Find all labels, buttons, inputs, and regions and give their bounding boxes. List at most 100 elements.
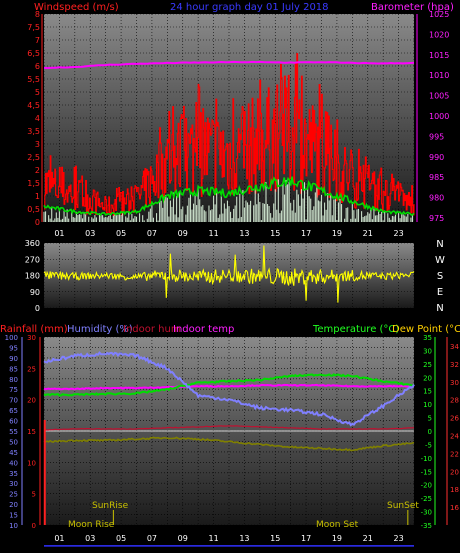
rainfall-tick: 30 xyxy=(27,334,36,342)
hour-tick-label: 09 xyxy=(178,229,188,238)
direction-tick: 180 xyxy=(25,272,40,281)
hour-tick-label: 17 xyxy=(301,229,311,238)
temperature-tick: -25 xyxy=(421,495,432,503)
humidity-tick: 20 xyxy=(9,501,18,509)
temperature-tick: -10 xyxy=(421,455,432,463)
indoor-humidity-line xyxy=(43,425,415,431)
barometer-tick: 1025 xyxy=(429,10,449,19)
direction-tick: 0 xyxy=(35,304,40,313)
humidity-tick: 95 xyxy=(9,344,18,352)
barometer-tick: 985 xyxy=(429,173,444,182)
rainfall-tick: 0 xyxy=(32,522,36,530)
hour-tick-label: 23 xyxy=(393,534,403,543)
temperature-tick: 0 xyxy=(428,428,432,436)
hour-tick-label: 19 xyxy=(332,534,342,543)
compass-label: S xyxy=(437,271,443,282)
humidity-tick: 75 xyxy=(9,386,18,394)
wind-speed-tick: 0,5 xyxy=(27,205,40,214)
temperature-tick: -30 xyxy=(421,509,432,517)
wind-speed-tick: 6,5 xyxy=(27,49,40,58)
humidity-tick: 15 xyxy=(9,512,18,520)
hour-tick-label: 11 xyxy=(208,534,218,543)
humidity-tick: 50 xyxy=(9,438,18,446)
bottom-dewpoint-label: Dew Point (°C) xyxy=(392,324,460,335)
hour-tick-label: 15 xyxy=(270,229,280,238)
direction-tick: 270 xyxy=(25,255,40,264)
barometer-tick: 1010 xyxy=(429,71,449,80)
barometer-tick: 995 xyxy=(429,132,444,141)
moonrise-label: Moon Rise xyxy=(68,520,115,530)
wind-speed-tick: 3,5 xyxy=(27,127,40,136)
wind-speed-tick: 4 xyxy=(35,114,40,123)
rainfall-tick: 20 xyxy=(27,397,36,405)
bottom-humidity-label: Humidity (%) xyxy=(67,324,133,335)
humidity-tick: 85 xyxy=(9,365,18,373)
top-right-axis-label: Barometer (hpa) xyxy=(371,2,454,13)
humidity-tick: 100 xyxy=(5,334,18,342)
indoor-temp-tick: 28 xyxy=(450,397,459,405)
indoor-temp-tick: 32 xyxy=(450,361,459,369)
temperature-tick: -15 xyxy=(421,468,432,476)
temperature-tick: 35 xyxy=(423,334,432,342)
barometer-line xyxy=(43,60,415,70)
hour-tick-label: 13 xyxy=(239,534,249,543)
hour-tick-label: 01 xyxy=(54,534,64,543)
humidity-tick: 55 xyxy=(9,428,18,436)
indoor-temp-tick: 20 xyxy=(450,468,459,476)
wind-speed-tick: 8 xyxy=(35,10,40,19)
indoor-temp-line xyxy=(43,383,415,391)
rainfall-tick: 10 xyxy=(27,459,36,467)
rainfall-tick: 5 xyxy=(32,491,36,499)
temperature-tick: 20 xyxy=(423,374,432,382)
temperature-tick: -35 xyxy=(421,522,432,530)
hour-tick-label: 13 xyxy=(239,229,249,238)
humidity-tick: 10 xyxy=(9,522,18,530)
temperature-tick: 30 xyxy=(423,347,432,355)
temperature-tick: -5 xyxy=(425,441,432,449)
direction-tick: 90 xyxy=(30,288,40,297)
direction-tick: 360 xyxy=(25,239,40,248)
hour-tick-label: 21 xyxy=(363,229,373,238)
humidity-tick: 90 xyxy=(9,355,18,363)
hour-tick-label: 09 xyxy=(178,534,188,543)
humidity-line xyxy=(43,351,415,427)
wind-speed-tick: 2,5 xyxy=(27,153,40,162)
wind-speed-tick: 5,5 xyxy=(27,75,40,84)
compass-label: N xyxy=(436,303,443,314)
wind-speed-tick: 1,5 xyxy=(27,179,40,188)
compass-label: W xyxy=(435,255,445,266)
sunset-label: SunSet xyxy=(387,501,419,511)
humidity-tick: 25 xyxy=(9,491,18,499)
barometer-tick: 1005 xyxy=(429,92,449,101)
wind-gust-line xyxy=(44,53,415,217)
hour-tick-label: 03 xyxy=(85,534,95,543)
barometer-tick: 1015 xyxy=(429,51,449,60)
hour-tick-label: 07 xyxy=(147,229,157,238)
indoor-temp-tick: 16 xyxy=(450,504,459,512)
bottom-indoor-temp-label: Indoor temp xyxy=(173,324,234,335)
temperature-tick: -20 xyxy=(421,482,432,490)
sunrise-label: SunRise xyxy=(92,501,129,511)
humidity-tick: 80 xyxy=(9,376,18,384)
indoor-temp-tick: 34 xyxy=(450,343,459,351)
indoor-temp-tick: 22 xyxy=(450,450,459,458)
indoor-temp-tick: 26 xyxy=(450,415,459,423)
hour-tick-label: 05 xyxy=(116,229,126,238)
wind-speed-tick: 7,5 xyxy=(27,23,40,32)
bottom-temperature-label: Temperature (°C) xyxy=(312,324,399,335)
wind-speed-tick: 2 xyxy=(35,166,40,175)
hour-tick-label: 21 xyxy=(363,534,373,543)
wind-speed-tick: 0 xyxy=(35,218,40,227)
compass-label: E xyxy=(437,287,443,298)
hour-tick-label: 23 xyxy=(393,229,403,238)
hour-tick-label: 15 xyxy=(270,534,280,543)
humidity-tick: 30 xyxy=(9,480,18,488)
wind-speed-tick: 3 xyxy=(35,140,40,149)
barometer-tick: 1020 xyxy=(429,30,449,39)
temperature-tick: 15 xyxy=(423,388,432,396)
barometer-tick: 1000 xyxy=(429,112,449,121)
wind-speed-tick: 5 xyxy=(35,88,40,97)
rainfall-tick: 25 xyxy=(27,365,36,373)
